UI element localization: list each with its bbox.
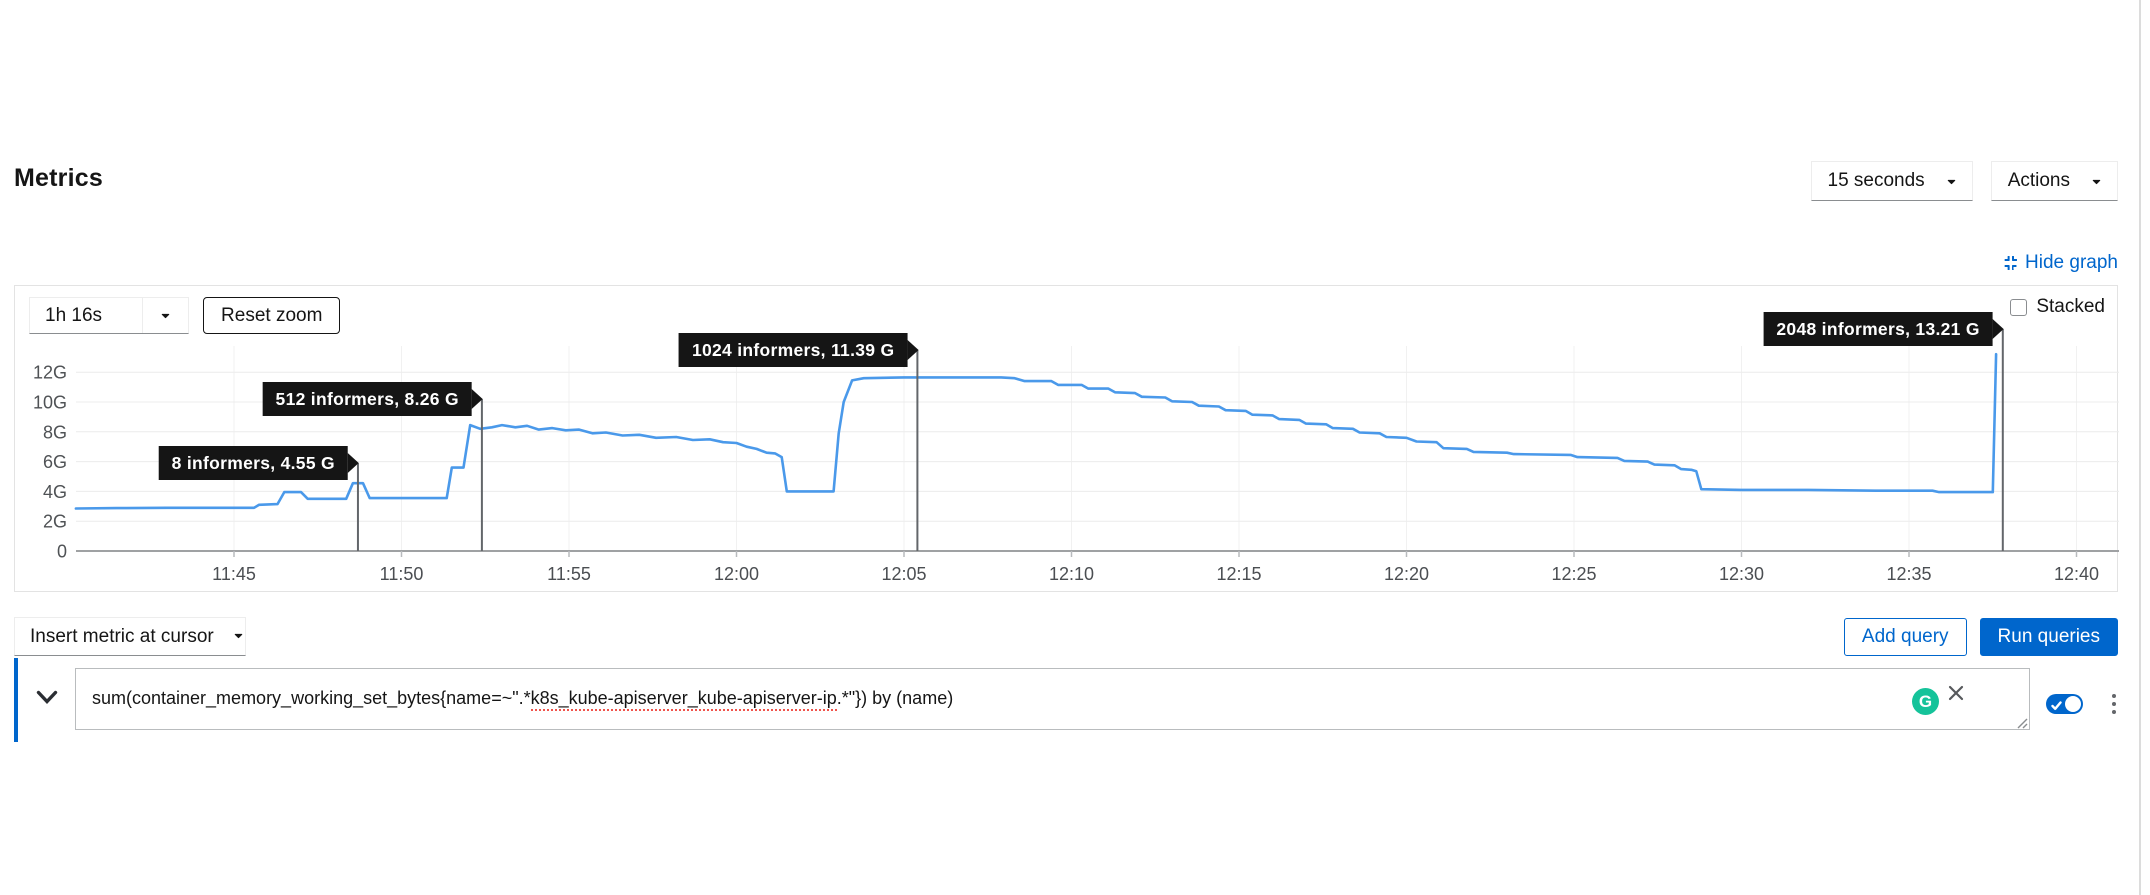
x-tick-label: 11:45 <box>212 564 256 584</box>
annotation-label: 2048 informers, 13.21 G <box>1763 311 1993 346</box>
add-query-button[interactable]: Add query <box>1843 617 1967 656</box>
page-title: Metrics <box>14 164 103 192</box>
poll-interval-value: 15 seconds <box>1827 170 1925 191</box>
y-tick-label: 2G <box>43 512 67 532</box>
x-tick-label: 12:30 <box>1719 564 1764 584</box>
annotation-label: 8 informers, 4.55 G <box>158 446 348 481</box>
y-tick-label: 6G <box>43 452 67 472</box>
y-tick-label: 0 <box>57 542 67 562</box>
x-tick-label: 12:10 <box>1049 564 1094 584</box>
annotation-label: 512 informers, 8.26 G <box>262 382 472 417</box>
caret-down-icon <box>142 298 188 333</box>
header-controls: 15 seconds Actions <box>1810 161 2118 201</box>
x-tick-label: 11:50 <box>380 564 424 584</box>
stacked-label: Stacked <box>2036 296 2105 317</box>
y-tick-label: 12G <box>33 363 67 383</box>
annotation-arrow <box>347 453 359 474</box>
query-toolbar: Insert metric at cursor Add query Run qu… <box>14 617 2118 656</box>
caret-down-icon <box>232 626 245 648</box>
chart-annotation-flag: 2048 informers, 13.21 G <box>1763 311 2004 346</box>
chart-annotation-flag: 8 informers, 4.55 G <box>158 446 359 481</box>
metrics-chart[interactable]: 12G 10G 8G 6G 4G 2G 0 11:45 11:50 11:55 12:00 12:05… <box>15 286 2119 593</box>
x-tick-label: 12:15 <box>1216 564 1261 584</box>
x-tick-label: 12:40 <box>2054 564 2099 584</box>
reset-zoom-button[interactable]: Reset zoom <box>203 297 341 334</box>
annotation-arrow <box>1992 318 2004 339</box>
graph-controls: 1h 16s Reset zoom <box>29 297 341 334</box>
query-flagged-text: k8s_kube-apiserver_kube-apiserver-ip <box>530 688 837 711</box>
run-queries-button[interactable]: Run queries <box>1979 617 2118 656</box>
poll-interval-select[interactable]: 15 seconds <box>1810 161 1973 201</box>
query-input[interactable]: sum(container_memory_working_set_bytes{n… <box>75 668 2030 730</box>
actions-label: Actions <box>2007 170 2070 191</box>
x-tick-label: 11:55 <box>547 564 591 584</box>
stacked-control: Stacked <box>2010 296 2105 318</box>
close-icon[interactable] <box>1947 684 1965 702</box>
x-tick-label: 12:35 <box>1886 564 1931 584</box>
chart-annotation-flag: 512 informers, 8.26 G <box>262 382 483 417</box>
promql-expression: sum(container_memory_working_set_bytes{n… <box>92 688 954 711</box>
chart-annotation-flag: 1024 informers, 11.39 G <box>678 332 919 367</box>
stacked-checkbox[interactable] <box>2010 298 2028 316</box>
grammarly-icon[interactable]: G <box>1912 688 1939 715</box>
annotation-label: 1024 informers, 11.39 G <box>678 332 908 367</box>
toggle-knob <box>2065 696 2081 712</box>
x-tick-label: 12:00 <box>714 564 759 584</box>
x-tick-label: 12:05 <box>881 564 926 584</box>
x-tick-label: 12:25 <box>1551 564 1596 584</box>
resize-handle-icon[interactable] <box>2016 716 2028 729</box>
query-suffix: .*"}) by (name) <box>836 688 954 708</box>
annotation-arrow <box>471 389 483 410</box>
actions-dropdown[interactable]: Actions <box>1990 161 2118 201</box>
hide-graph-label: Hide graph <box>2025 252 2118 273</box>
scrollbar[interactable] <box>2139 0 2141 895</box>
y-tick-label: 8G <box>43 422 67 442</box>
compress-icon <box>2002 255 2018 271</box>
y-tick-label: 10G <box>33 393 67 413</box>
query-enabled-toggle[interactable] <box>2046 694 2083 714</box>
x-tick-label: 12:20 <box>1384 564 1429 584</box>
hide-graph-link[interactable]: Hide graph <box>2002 252 2118 274</box>
caret-down-icon <box>1939 175 1972 188</box>
annotation-arrow <box>907 339 919 360</box>
caret-down-icon <box>2084 175 2117 188</box>
y-tick-label: 4G <box>43 482 67 502</box>
time-span-value: 1h 16s <box>45 304 103 326</box>
time-span-select[interactable]: 1h 16s <box>29 297 190 334</box>
collapse-query-chevron-icon[interactable] <box>36 690 60 708</box>
query-row: sum(container_memory_working_set_bytes{n… <box>14 658 2118 742</box>
graph-card: 1h 16s Reset zoom Stacked 12G 10G 8G 6G 4G 2G… <box>14 285 2119 593</box>
kebab-menu-icon[interactable] <box>2104 691 2124 717</box>
check-icon <box>2051 698 2062 711</box>
insert-metric-dropdown[interactable]: Insert metric at cursor <box>14 617 246 656</box>
insert-metric-label: Insert metric at cursor <box>30 625 214 647</box>
query-prefix: sum(container_memory_working_set_bytes{n… <box>92 688 531 708</box>
metric-series-line <box>74 352 1998 510</box>
